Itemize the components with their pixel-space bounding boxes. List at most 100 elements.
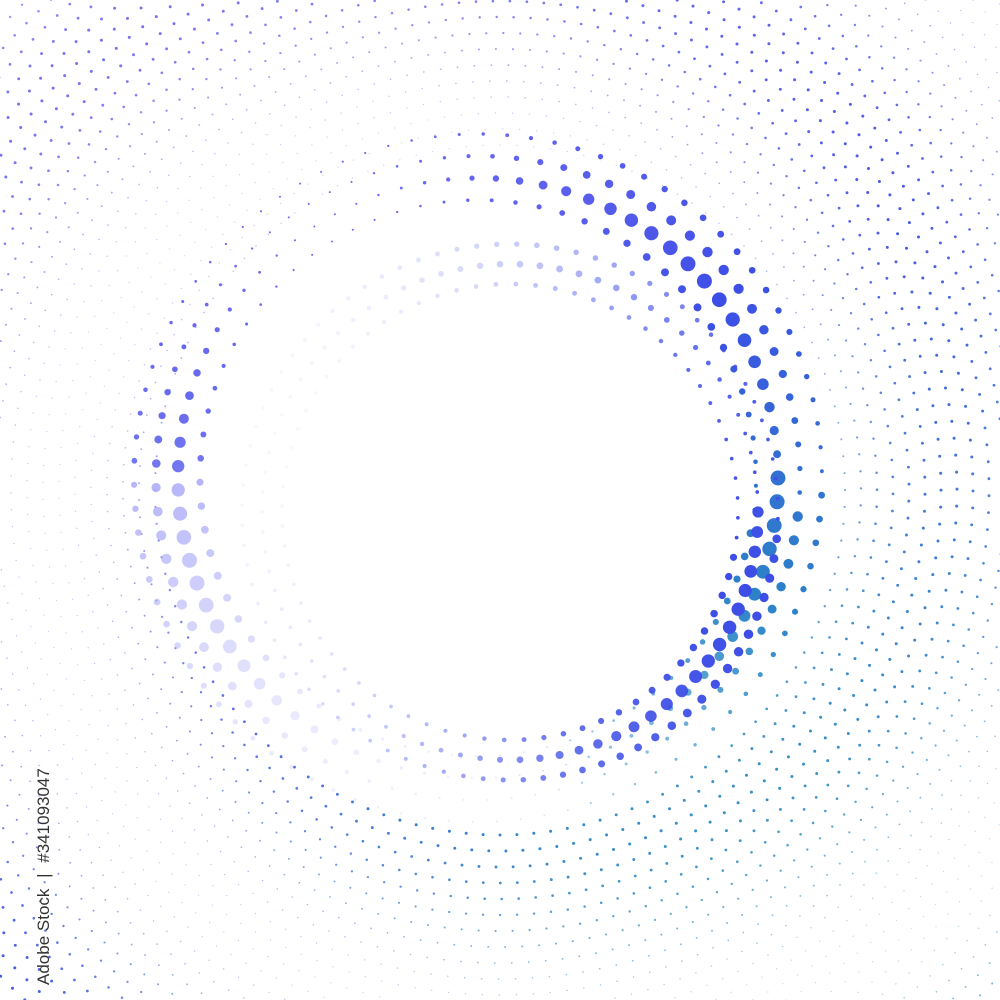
halftone-dot [982,296,986,300]
halftone-dot [399,766,404,770]
halftone-dot [255,245,257,247]
halftone-dot [138,499,141,502]
halftone-dot [923,509,926,513]
halftone-dot [358,727,363,732]
halftone-dot [126,16,129,20]
halftone-dot [817,620,820,624]
halftone-dot [164,405,167,408]
halftone-dot [218,808,221,811]
halftone-dot [797,465,803,472]
halftone-dot [800,586,807,593]
halftone-dot [18,689,20,691]
halftone-dot [47,779,49,781]
halftone-dot [197,455,204,462]
halftone-dot [427,53,430,56]
halftone-dot [165,109,168,112]
halftone-dot [449,894,452,898]
halftone-dot [456,66,459,68]
halftone-dot [34,642,37,644]
halftone-dot [291,984,293,986]
halftone-dot [831,825,834,828]
halftone-dot [492,175,500,182]
halftone-dot [160,841,162,843]
halftone-dot [168,174,170,176]
halftone-dot [171,759,174,762]
halftone-dot [229,249,232,251]
halftone-dot [10,307,13,310]
halftone-dot [683,70,687,74]
halftone-dot [770,651,776,658]
halftone-dot [941,655,944,659]
halftone-dot [651,733,660,742]
halftone-dot [661,185,664,187]
halftone-dot [859,504,862,507]
halftone-dot [988,962,991,965]
halftone-dot [671,135,674,138]
halftone-dot [515,913,519,916]
halftone-dot [259,839,261,842]
halftone-dot [76,156,80,159]
halftone-dot [283,963,285,965]
halftone-dot [738,819,742,823]
halftone-dot [920,821,923,824]
halftone-dot [78,918,81,921]
halftone-dot [94,87,98,91]
halftone-dot [177,188,179,190]
halftone-dot [907,47,910,50]
halftone-dot [912,391,916,395]
halftone-dot [178,77,181,81]
halftone-dot [389,111,392,114]
halftone-dot [98,270,100,272]
halftone-dot [126,780,128,782]
halftone-dot [272,588,277,593]
halftone-dot [632,706,636,710]
halftone-dot [27,807,30,810]
halftone-dot [312,923,315,926]
halftone-dot [250,582,254,587]
halftone-dot [37,9,40,13]
halftone-dot [171,873,173,875]
halftone-dot [828,701,832,705]
halftone-dot [298,642,303,647]
halftone-dot [750,850,753,854]
halftone-dot [9,139,13,143]
halftone-dot [158,862,160,864]
halftone-dot [959,77,961,80]
halftone-dot [897,398,901,402]
halftone-dot [965,61,967,63]
halftone-dot [837,687,841,691]
halftone-dot [356,3,360,7]
halftone-dot [97,738,99,740]
halftone-dot [815,982,817,984]
halftone-dot [689,38,693,42]
halftone-dot [398,868,401,872]
halftone-dot [477,755,483,761]
halftone-dot [250,735,256,741]
halftone-dot [163,661,166,664]
halftone-dot [841,297,845,300]
halftone-dot [868,663,871,667]
halftone-dot [315,818,318,821]
halftone-dot [549,991,551,994]
halftone-dot [481,913,485,916]
halftone-dot [12,441,15,443]
halftone-dot [654,771,658,774]
halftone-dot [921,212,925,216]
halftone-dot [985,226,989,230]
halftone-dot [899,847,901,850]
halftone-dot [65,263,68,265]
halftone-dot [106,510,109,513]
halftone-dot [961,287,965,290]
halftone-dot [431,826,435,830]
halftone-dot [553,35,556,38]
halftone-dot [44,120,47,124]
halftone-dot [725,572,733,581]
halftone-dot [639,104,642,107]
halftone-dot [160,421,163,424]
halftone-dot [736,117,739,120]
halftone-dot [280,524,285,528]
halftone-dot [642,21,646,24]
halftone-dot [89,116,93,119]
halftone-dot [19,212,23,216]
halftone-dot [767,604,777,614]
